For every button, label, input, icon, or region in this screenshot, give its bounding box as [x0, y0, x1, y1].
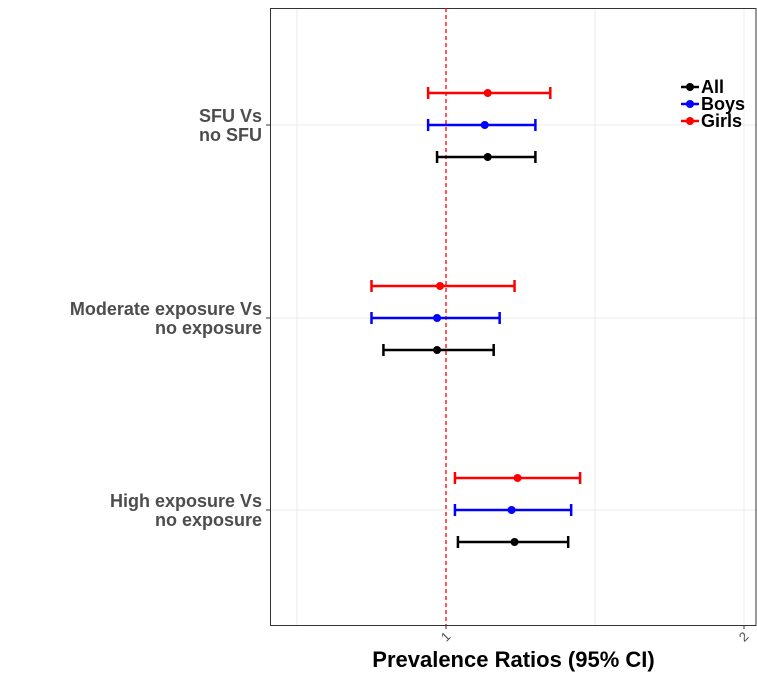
x-tick-label: 1 [438, 629, 454, 645]
point-estimate [510, 538, 519, 546]
series-boys [370, 119, 573, 516]
legend-item-all: All [681, 77, 724, 97]
x-tick-label: 2 [736, 629, 752, 645]
category-label: Moderate exposure Vs no exposure [70, 299, 262, 338]
series-girls [370, 87, 582, 484]
point-estimate [480, 121, 489, 129]
plot-panel [270, 8, 757, 626]
category-label: High exposure Vs no exposure [110, 491, 262, 530]
legend-key-point [686, 83, 694, 91]
point-estimate [433, 314, 442, 322]
point-estimate [483, 153, 492, 161]
category-label-line: Moderate exposure Vs [70, 299, 262, 319]
legend-label: Girls [701, 111, 742, 131]
legend-label: Boys [701, 94, 745, 114]
legend-item-girls: Girls [681, 111, 742, 131]
legend-item-boys: Boys [681, 94, 745, 114]
point-estimate [436, 282, 445, 290]
x-axis-title: Prevalence Ratios (95% CI) [372, 647, 654, 672]
point-estimate [433, 346, 442, 354]
category-label-line: no exposure [155, 318, 262, 338]
point-estimate [483, 89, 492, 97]
category-label-line: SFU Vs [199, 106, 262, 126]
category-label-line: no SFU [199, 125, 262, 145]
category-label-line: High exposure Vs [110, 491, 262, 511]
point-estimate [513, 474, 522, 482]
legend-label: All [701, 77, 724, 97]
series-group [370, 87, 582, 548]
category-label-line: no exposure [155, 510, 262, 530]
legend-key-point [686, 117, 694, 125]
grid [270, 8, 757, 625]
panel-border [270, 8, 757, 626]
legend-key-point [686, 100, 694, 108]
series-all [382, 151, 570, 548]
point-estimate [507, 506, 516, 514]
category-label: SFU Vs no SFU [199, 106, 262, 145]
